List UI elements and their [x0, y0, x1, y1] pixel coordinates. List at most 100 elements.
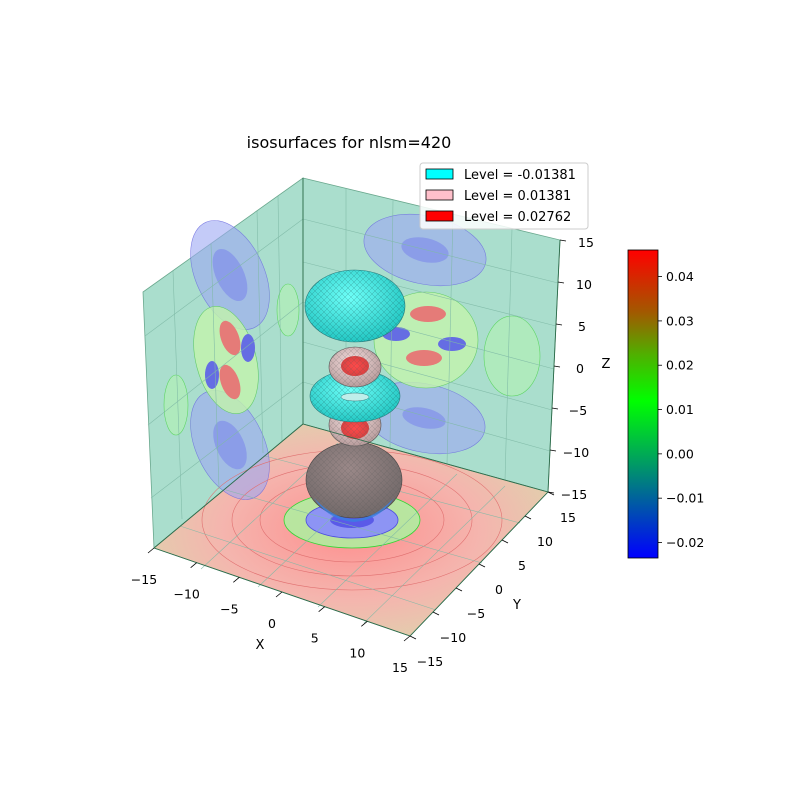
x-tick-label: −10 — [173, 587, 199, 602]
y-tick-label: 5 — [518, 558, 526, 573]
z-tick-label: 5 — [578, 319, 586, 334]
legend-swatch-1 — [425, 168, 454, 180]
x-tick-mark — [190, 562, 197, 568]
colorbar-tick-label: 0.02 — [666, 358, 694, 373]
legend-label-3: Level = 0.02762 — [464, 210, 571, 225]
colorbar: 0.04 0.03 0.02 0.01 0.00 −0.01 −0.02 — [627, 249, 704, 559]
z-tick-mark — [547, 491, 555, 494]
contour-blue-right — [241, 334, 255, 362]
y-tick-mark — [409, 635, 417, 640]
z-ticks: −15 −10 −5 0 5 10 15 — [547, 235, 594, 502]
contour-pos-green-left — [163, 374, 189, 436]
y-tick-mark — [524, 515, 532, 520]
colorbar-ticks: 0.04 0.03 0.02 0.01 0.00 −0.01 −0.02 — [658, 269, 704, 550]
contour-green-right — [483, 315, 541, 397]
y-tick-mark — [432, 611, 440, 616]
grid-floor-1 — [179, 525, 437, 611]
x-tick-mark — [275, 591, 283, 598]
colorbar-tick-label: 0.04 — [666, 269, 694, 284]
torus-hole — [340, 392, 370, 402]
isosurfaces — [304, 269, 406, 522]
colorbar-tick-label: 0.01 — [666, 402, 694, 417]
z-tick-mark — [551, 407, 559, 410]
contour-blue-right-r — [438, 337, 466, 351]
legend: Level = -0.01381 Level = 0.01381 Level =… — [419, 162, 589, 230]
x-tick-mark — [361, 621, 368, 627]
grid-floor-2 — [225, 489, 483, 564]
z-tick-label: −10 — [563, 445, 589, 460]
y-tick-label: 0 — [495, 582, 503, 597]
legend-frame — [419, 162, 589, 230]
grid-left-h1 — [144, 218, 304, 337]
x-tick-label: 15 — [392, 660, 408, 675]
left-wall-contours — [163, 220, 300, 500]
pane-gridlines — [144, 189, 559, 624]
contour-neg-bottom-inner — [213, 420, 247, 470]
contour-pos-green-right — [276, 283, 300, 337]
grid-left-h2 — [147, 301, 304, 426]
contour-red-lower-r — [406, 350, 442, 366]
z-tick-label: −15 — [561, 487, 587, 502]
legend-label-1: Level = -0.01381 — [464, 168, 576, 183]
colorbar-tick-label: −0.01 — [666, 491, 704, 506]
x-tick-label: 10 — [349, 645, 365, 660]
z-tick-label: 15 — [578, 235, 594, 250]
z-tick-label: 10 — [576, 277, 592, 292]
x-tick-mark — [318, 606, 325, 612]
y-tick-mark — [455, 587, 463, 592]
contour-red-upper — [219, 320, 241, 356]
grid-floor-7 — [363, 485, 506, 624]
z-axis-label: Z — [602, 357, 611, 372]
z-tick-mark — [555, 323, 563, 326]
y-tick-label: −15 — [417, 654, 443, 669]
grid-left-3 — [256, 210, 264, 454]
contour-blue-left — [205, 361, 219, 389]
contour-neg-top-r-inner — [401, 237, 449, 263]
bottom-lobe-mesh — [306, 442, 402, 518]
grid-left-h3 — [150, 381, 304, 499]
z-tick-mark — [557, 281, 565, 284]
top-cyan-lobe-mesh — [305, 270, 405, 342]
z-tick-mark — [553, 365, 561, 368]
z-tick-label: 0 — [576, 361, 584, 376]
z-tick-label: −5 — [569, 403, 587, 418]
y-tick-label: 10 — [537, 534, 553, 549]
y-tick-label: −10 — [440, 630, 466, 645]
x-tick-label: −15 — [131, 572, 157, 587]
y-axis-label: Y — [512, 598, 521, 613]
legend-swatch-2 — [425, 189, 454, 201]
x-tick-label: 0 — [268, 616, 276, 631]
x-tick-mark — [233, 577, 240, 583]
legend-label-2: Level = 0.01381 — [464, 189, 571, 204]
x-tick-label: −5 — [220, 601, 238, 616]
y-tick-mark — [478, 563, 486, 568]
upper-pink-lobe-mesh — [329, 347, 381, 387]
colorbar-tick-label: −0.02 — [666, 535, 704, 550]
grid-left-1 — [172, 270, 183, 520]
grid-right-h1 — [302, 218, 559, 284]
bottom-lobe-skirt — [314, 498, 394, 522]
y-tick-label: −5 — [467, 606, 485, 621]
x-axis-label: X — [256, 638, 265, 653]
y-tick-label: 15 — [560, 510, 576, 525]
contour-red-lower — [219, 364, 241, 400]
x-tick-mark — [147, 547, 155, 554]
x-tick-mark — [403, 635, 411, 642]
chart-title: isosurfaces for nlsm=420 — [247, 133, 452, 152]
edge-floor-right — [302, 423, 549, 493]
x-tick-label: 5 — [311, 631, 319, 646]
grid-floor-6 — [317, 473, 458, 608]
legend-swatch-3 — [425, 210, 454, 222]
colorbar-tick-label: 0.03 — [666, 313, 694, 328]
colorbar-gradient — [627, 249, 659, 559]
x-ticks: −15 −10 −5 0 5 10 15 — [131, 547, 411, 675]
y-ticks: −15 −10−5 05 10 15 — [409, 491, 576, 669]
z-tick-mark — [559, 239, 567, 242]
y-tick-mark — [501, 539, 509, 544]
z-tick-mark — [549, 449, 557, 452]
grid-right-4 — [504, 228, 513, 481]
contour-neg-top-inner — [212, 248, 248, 302]
contour-red-upper-r — [410, 306, 446, 322]
grid-left-2 — [210, 243, 220, 490]
